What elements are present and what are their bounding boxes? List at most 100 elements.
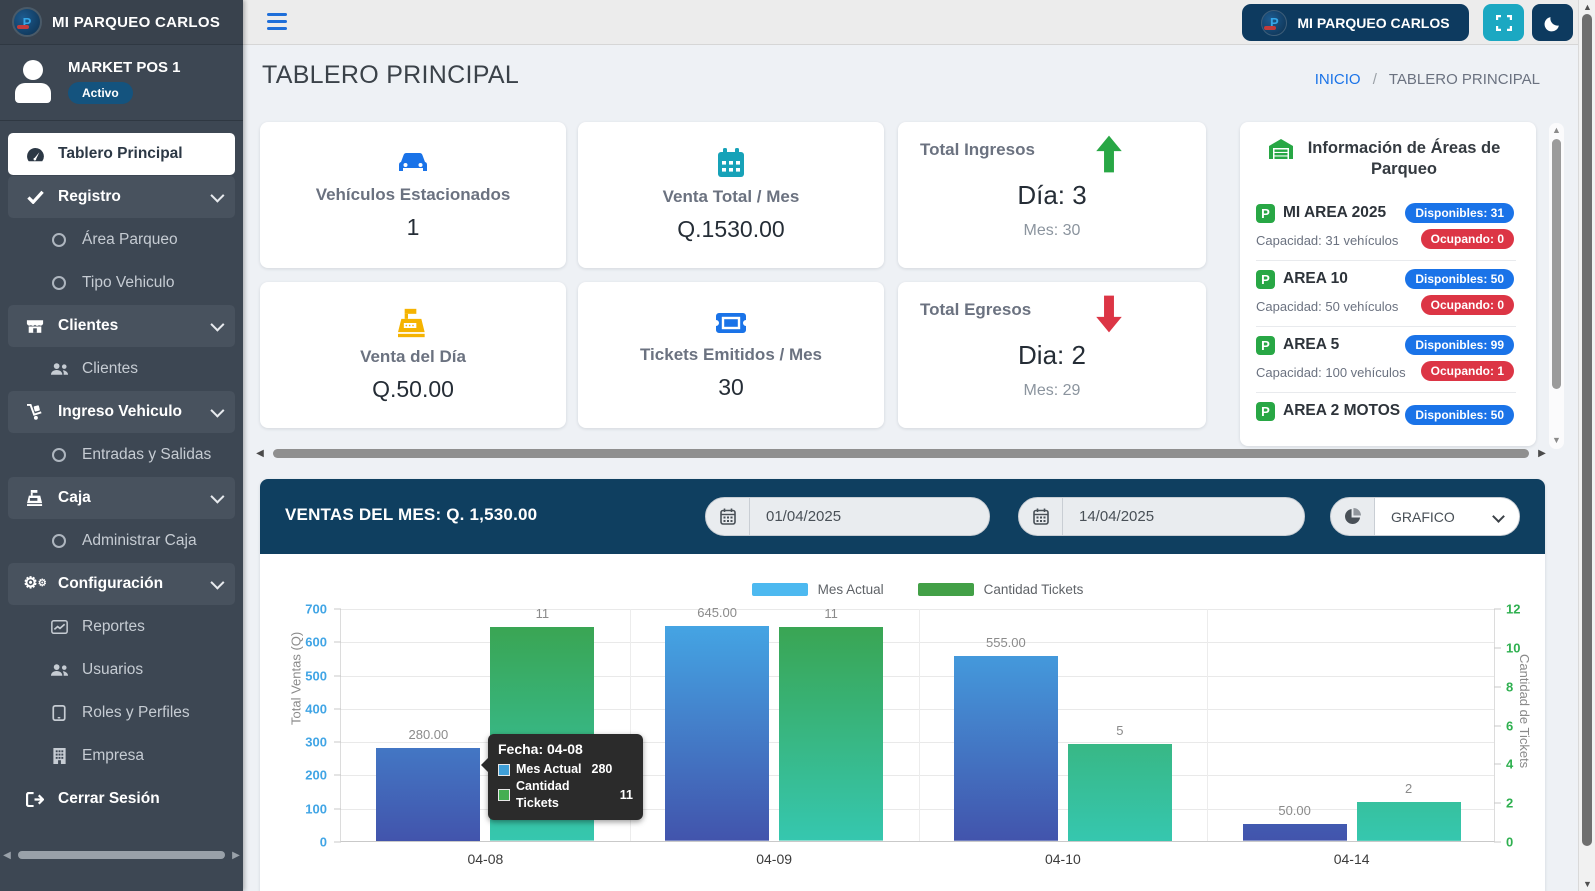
scrollbar-thumb[interactable] xyxy=(273,449,1529,458)
breadcrumb: INICIO / TABLERO PRINCIPAL xyxy=(1315,71,1540,88)
sidebar-item-cerrar-sesion[interactable]: Cerrar Sesión xyxy=(8,778,235,820)
bar-mes-actual[interactable] xyxy=(1242,824,1347,841)
date-from-input[interactable] xyxy=(766,508,973,525)
sidebar-item-administrar-caja[interactable]: Administrar Caja xyxy=(8,520,235,562)
scroll-up-icon[interactable]: ▲ xyxy=(1552,125,1561,135)
y-axis-right-title: Cantidad de Tickets xyxy=(1517,654,1532,769)
user-panel: MARKET POS 1 Activo xyxy=(0,45,243,121)
app-logo-icon: P xyxy=(12,7,42,37)
legend-mes-actual[interactable]: Mes Actual xyxy=(751,582,884,597)
sidebar-item-tablero-principal[interactable]: Tablero Principal xyxy=(8,133,235,175)
gridline xyxy=(629,609,631,841)
fullscreen-button[interactable] xyxy=(1483,4,1524,41)
sidebar-item-entradas-salidas[interactable]: Entradas y Salidas xyxy=(8,434,235,476)
sidebar: P MI PARQUEO CARLOS MARKET POS 1 Activo … xyxy=(0,0,243,891)
circle-icon xyxy=(48,448,70,462)
sidebar-horizontal-scrollbar[interactable]: ◀ ▶ xyxy=(0,849,243,861)
flow-month-value: Mes: 29 xyxy=(1023,382,1081,399)
gauge-icon xyxy=(24,147,46,162)
sidebar-item-configuracion[interactable]: ⚙ ⚙ Configuración xyxy=(8,563,235,605)
sidebar-item-empresa[interactable]: Empresa xyxy=(8,735,235,777)
stat-value: Q.1530.00 xyxy=(677,215,785,242)
sidebar-item-tipo-vehiculo[interactable]: Tipo Vehiculo xyxy=(8,262,235,304)
scroll-right-icon[interactable]: ▶ xyxy=(232,849,240,861)
bar-cantidad-tickets[interactable] xyxy=(1067,743,1172,841)
y-axis-right-tick: 2 xyxy=(1506,795,1514,811)
building-icon xyxy=(48,748,70,764)
available-badge: Disponibles: 50 xyxy=(1405,404,1514,425)
occupied-badge: Ocupando: 0 xyxy=(1420,294,1514,315)
sign-out-icon xyxy=(24,791,46,807)
car-icon xyxy=(399,152,427,171)
area-capacity: Capacidad: 50 vehículos xyxy=(1256,298,1399,314)
bar-mes-actual[interactable] xyxy=(953,656,1058,841)
content-vertical-scrollbar[interactable]: ▲ ▼ xyxy=(1549,123,1564,449)
sidebar-item-clientes-group[interactable]: Clientes xyxy=(8,305,235,347)
area-row: P MI AREA 2025 Capacidad: 31 vehículos D… xyxy=(1256,195,1516,261)
breadcrumb-home-link[interactable]: INICIO xyxy=(1314,71,1361,88)
scrollbar-thumb[interactable] xyxy=(18,851,225,859)
window-scrollbar[interactable]: ▲ ▼ xyxy=(1578,0,1595,891)
calendar-icon[interactable] xyxy=(706,498,750,535)
area-row: P AREA 2 MOTOS Disponibles: 50 xyxy=(1256,393,1516,446)
bar-value-label: 645.00 xyxy=(697,605,737,621)
legend-cantidad-tickets[interactable]: Cantidad Tickets xyxy=(917,582,1083,597)
menu-toggle-icon[interactable] xyxy=(267,13,287,30)
brand-button[interactable]: P MI PARQUEO CARLOS xyxy=(1242,4,1469,41)
scroll-down-icon[interactable]: ▼ xyxy=(1552,435,1561,445)
chevron-down-icon xyxy=(210,403,225,418)
tick-mark xyxy=(1494,802,1501,804)
tick-mark xyxy=(1494,686,1501,688)
sidebar-item-reportes[interactable]: Reportes xyxy=(8,606,235,648)
sidebar-item-registro[interactable]: Registro xyxy=(8,176,235,218)
dark-mode-button[interactable] xyxy=(1532,4,1573,41)
bar-value-label: 5 xyxy=(1116,722,1124,738)
date-to-input[interactable] xyxy=(1079,508,1288,525)
y-axis-right-tick: 4 xyxy=(1506,756,1514,772)
ticket-icon xyxy=(716,312,746,333)
tick-mark xyxy=(1494,647,1501,649)
chart-line-icon xyxy=(48,620,70,634)
tick-mark xyxy=(1494,763,1501,765)
sidebar-item-area-parqueo[interactable]: Área Parqueo xyxy=(8,219,235,261)
tick-mark xyxy=(334,774,341,776)
flow-title: Total Egresos xyxy=(920,300,1032,319)
calendar-icon[interactable] xyxy=(1019,498,1063,535)
scrollbar-thumb[interactable] xyxy=(1552,139,1561,389)
tooltip-swatch-blue xyxy=(498,763,510,776)
page-title: TABLERO PRINCIPAL xyxy=(262,61,520,89)
gridline xyxy=(341,775,1494,777)
bar-mes-actual[interactable] xyxy=(376,747,481,841)
scroll-down-icon[interactable]: ▼ xyxy=(1583,879,1592,889)
content-horizontal-scrollbar[interactable]: ◀ ▶ xyxy=(253,447,1549,460)
scrollbar-thumb[interactable] xyxy=(1582,14,1592,846)
y-axis-right-tick: 8 xyxy=(1506,679,1514,695)
scroll-right-icon[interactable]: ▶ xyxy=(1538,448,1546,459)
sidebar-item-caja[interactable]: Caja xyxy=(8,477,235,519)
sidebar-item-usuarios[interactable]: Usuarios xyxy=(8,649,235,691)
scroll-left-icon[interactable]: ◀ xyxy=(256,448,264,459)
available-badge: Disponibles: 31 xyxy=(1405,202,1514,223)
circle-icon xyxy=(48,534,70,548)
brand-title: MI PARQUEO CARLOS xyxy=(52,13,221,31)
x-axis-label: 04-10 xyxy=(1044,851,1081,867)
scroll-left-icon[interactable]: ◀ xyxy=(3,849,11,861)
user-avatar-icon xyxy=(14,59,54,104)
bar-value-label: 555.00 xyxy=(985,635,1026,651)
bar-cantidad-tickets[interactable] xyxy=(779,627,884,841)
bar-mes-actual[interactable] xyxy=(665,626,770,841)
arrow-up-icon xyxy=(1092,134,1126,174)
stat-value: 30 xyxy=(718,373,744,400)
users-icon xyxy=(48,663,70,677)
tick-mark xyxy=(334,841,341,843)
sidebar-item-roles-perfiles[interactable]: Roles y Perfiles xyxy=(8,692,235,734)
sidebar-item-clientes[interactable]: Clientes xyxy=(8,348,235,390)
area-row: P AREA 5 Capacidad: 100 vehículos Dispon… xyxy=(1256,327,1516,393)
tooltip-row: Mes Actual 280 xyxy=(498,761,633,778)
tick-mark xyxy=(334,675,341,677)
sidebar-item-ingreso-vehiculo[interactable]: Ingreso Vehiculo xyxy=(8,391,235,433)
bar-cantidad-tickets[interactable] xyxy=(1356,802,1461,841)
flow-day-value: Dia: 2 xyxy=(1018,340,1086,370)
chart-type-select[interactable]: GRAFICO xyxy=(1375,498,1519,535)
scroll-up-icon[interactable]: ▲ xyxy=(1583,2,1592,12)
